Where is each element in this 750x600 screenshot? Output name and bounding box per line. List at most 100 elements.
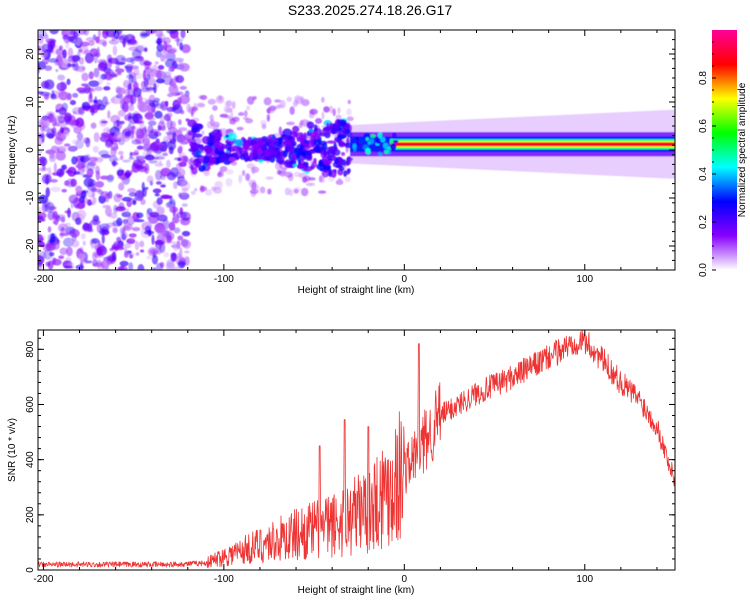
spectrogram-mark (67, 145, 78, 152)
spectrogram-mark (243, 110, 248, 117)
spectrogram-mark (177, 157, 182, 162)
spectrogram-mark (343, 170, 348, 178)
spectrogram-mark (102, 96, 109, 108)
spectrogram-mark (64, 143, 71, 147)
spectrogram-mark (225, 169, 234, 175)
spectrogram-mark (119, 120, 125, 125)
spectrogram-mark (229, 118, 237, 125)
spectrogram-mark (51, 116, 57, 127)
spectrogram-mark (157, 120, 166, 131)
spectrogram-mark (88, 156, 98, 162)
colorbar-ticks: 0.0 0.2 0.4 0.6 0.8 (698, 41, 716, 277)
spectrogram-mark (73, 30, 81, 37)
spectrogram-mark (238, 174, 243, 184)
spectrogram-mark (152, 267, 157, 270)
spectrogram-mark (191, 135, 195, 140)
spectrogram-mark (265, 176, 274, 180)
spectrogram-mark (338, 177, 342, 183)
spectrogram-mark (145, 186, 149, 191)
spectrogram-mark (292, 100, 298, 107)
spectrogram-mark (112, 227, 118, 234)
spectrogram-mark (95, 170, 101, 181)
spectrogram-mark (321, 96, 325, 103)
spectrogram-mark (97, 190, 105, 195)
spectrogram-mark (67, 63, 76, 67)
spectrogram-mark (200, 144, 204, 152)
spectrogram-mark (118, 150, 124, 156)
spectrogram-mark (169, 78, 175, 83)
spectrogram-mark (134, 240, 140, 251)
spectrogram-mark (163, 252, 170, 258)
spectrogram-mark (92, 197, 97, 204)
spectrogram-mark (115, 93, 124, 99)
spectrogram-mark (95, 181, 105, 188)
spectrogram-mark (146, 117, 156, 121)
spectrogram-mark (292, 153, 297, 162)
spectrogram-mark (47, 133, 55, 139)
spectrogram-mark (162, 144, 167, 152)
spectrogram-mark (219, 165, 228, 172)
spectrogram-mark (136, 212, 144, 219)
spectrogram-mark (161, 51, 168, 60)
spectrogram-mark (123, 243, 132, 249)
spectrogram-mark (98, 39, 108, 45)
spectrogram-mark (129, 151, 133, 159)
spectrogram-mark (79, 41, 90, 47)
spectrogram-mark (61, 102, 68, 111)
spectrogram-mark (190, 164, 194, 171)
spectrogram-mark (331, 126, 340, 135)
spectrogram-mark (79, 260, 84, 270)
spectrogram-mark (146, 175, 154, 183)
spectrogram-mark (256, 139, 265, 147)
spectrogram-mark (329, 105, 334, 114)
spectrogram-mark (125, 207, 130, 215)
spectrogram-mark (151, 156, 159, 160)
spectrogram-mark (111, 161, 119, 166)
spectrogram-mark (214, 147, 219, 155)
spectrogram-mark (305, 154, 313, 161)
spectrogram-mark (176, 35, 180, 47)
spectrogram-mark (328, 177, 335, 182)
spectrogram-mark (42, 243, 52, 252)
spectrogram-mark (136, 128, 145, 140)
spectrogram-mark (137, 263, 145, 270)
spectrogram-mark (127, 112, 132, 117)
spectrogram-mark (79, 252, 85, 263)
spectrogram-mark (142, 137, 151, 147)
spectrogram-mark (289, 106, 295, 115)
spectrogram-mark (286, 96, 293, 102)
spectrogram-mark (154, 163, 164, 167)
colorbar-tick-label: 0.2 (698, 215, 709, 229)
spectrogram-mark (139, 156, 145, 162)
spectrogram-mark (131, 124, 136, 135)
spectrogram-mark (230, 110, 234, 119)
spectrogram-mark (155, 181, 162, 185)
spectrogram-mark (126, 66, 133, 74)
spectrogram-mark (209, 156, 217, 164)
spectrogram-mark (346, 116, 354, 122)
spectrogram-mark (101, 233, 105, 244)
spectrogram-mark (321, 142, 328, 152)
spectrogram-mark (128, 156, 135, 161)
spectrogram-mark (154, 239, 165, 246)
spectrogram-mark (104, 69, 115, 80)
spectrogram-mark (146, 98, 153, 104)
spectrogram-mark (85, 87, 97, 93)
spectrogram-mark (168, 221, 176, 231)
snr-xtick-label: -200 (33, 574, 53, 585)
snr-ticks: -200 -100 0 100 0 200 400 600 800 (25, 330, 675, 585)
spectrogram-mark (148, 160, 158, 164)
spectrogram-xtick-label: 100 (576, 274, 593, 285)
spectrogram-mark (166, 30, 177, 34)
spectrogram-mark (128, 192, 137, 197)
spectrogram-mark (188, 158, 193, 166)
spectrogram-mark (213, 132, 223, 139)
spectrogram-mark (156, 40, 163, 45)
spectrogram-mark (120, 155, 124, 160)
spectrogram-mark (72, 139, 80, 145)
spectrogram-mark (110, 212, 118, 219)
spectrogram-mark (139, 240, 145, 248)
spectrogram-frame (37, 29, 676, 271)
colorbar-label: Normalized spectral amplitude (737, 82, 748, 217)
